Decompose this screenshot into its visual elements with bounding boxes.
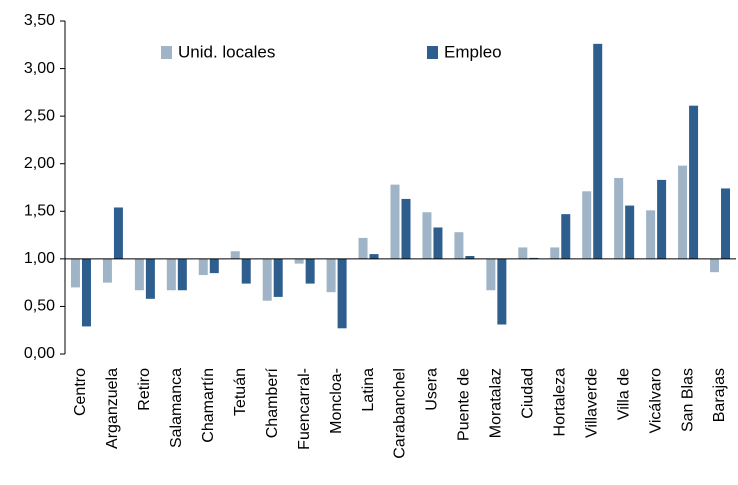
bar: [241, 258, 251, 284]
bar: [422, 212, 432, 259]
legend-swatch: [427, 46, 438, 59]
bar: [326, 258, 336, 293]
x-tick-label: Hortaleza: [551, 368, 568, 437]
bar: [177, 258, 187, 291]
y-tick-label: 1,50: [24, 203, 55, 220]
x-tick-label: Centro: [72, 368, 89, 416]
x-tick-label: Moratalaz: [488, 368, 505, 438]
x-tick-label: San Blas: [679, 368, 696, 432]
bar: [625, 205, 635, 259]
x-tick-label: Vicálvaro: [647, 368, 664, 434]
x-tick-label: Chamberí: [264, 367, 281, 438]
x-tick-label: Ciudad: [520, 368, 537, 419]
x-tick-label: Moncloa-: [328, 368, 345, 434]
legend-label: Empleo: [444, 42, 502, 61]
legend-swatch: [161, 46, 172, 59]
y-tick-label: 2,00: [24, 155, 55, 172]
bar: [593, 43, 603, 259]
bar: [70, 258, 80, 288]
bar: [81, 258, 91, 327]
bar: [518, 247, 528, 259]
x-tick-label: Fuencarral-: [296, 368, 313, 450]
bar: [689, 105, 699, 259]
x-tick-label: Chamartín: [200, 368, 217, 443]
bar: [550, 247, 560, 259]
x-tick-label: Arganzuela: [104, 368, 121, 449]
y-tick-label: 0,50: [24, 298, 55, 315]
x-tick-label: Villaverde: [583, 368, 600, 438]
y-tick-label: 2,50: [24, 107, 55, 124]
bar: [145, 258, 155, 299]
bar: [657, 179, 667, 259]
y-tick-label: 3,00: [24, 60, 55, 77]
bar: [614, 177, 624, 259]
bar: [390, 184, 400, 259]
y-tick-label: 0,00: [24, 345, 55, 362]
x-tick-label: Villa de: [615, 368, 632, 420]
bar: [721, 188, 731, 259]
x-tick-label: Barajas: [711, 368, 728, 422]
bar: [561, 214, 571, 259]
bar: [209, 258, 219, 274]
bar: [358, 237, 368, 259]
bar: [305, 258, 315, 284]
bar: [646, 210, 656, 259]
bar: [262, 258, 272, 301]
bar: [113, 207, 123, 259]
bar: [102, 258, 112, 283]
x-tick-label: Usera: [424, 368, 441, 411]
bar: [401, 198, 411, 259]
bar: [582, 191, 592, 259]
x-tick-label: Salamanca: [168, 368, 185, 448]
bar: [710, 258, 720, 273]
bar: [369, 254, 379, 259]
bar: [337, 258, 347, 329]
legend-label: Unid. locales: [178, 42, 275, 61]
x-tick-label: Tetuán: [232, 368, 249, 416]
bar: [273, 258, 283, 297]
x-tick-label: Carabanchel: [392, 368, 409, 459]
bar: [465, 256, 475, 259]
bar: [497, 258, 507, 325]
bar: [294, 258, 304, 264]
y-tick-label: 1,00: [24, 250, 55, 267]
bar: [198, 258, 208, 276]
x-tick-label: Latina: [360, 368, 377, 412]
bar: [166, 258, 176, 291]
x-tick-label: Retiro: [136, 368, 153, 411]
bar: [454, 232, 464, 259]
bar: [134, 258, 144, 291]
y-tick-label: 3,50: [24, 12, 55, 29]
bar: [678, 165, 688, 259]
x-tick-label: Puente de: [456, 368, 473, 441]
bar: [230, 251, 240, 259]
bar: [486, 258, 496, 291]
bar: [433, 227, 443, 259]
